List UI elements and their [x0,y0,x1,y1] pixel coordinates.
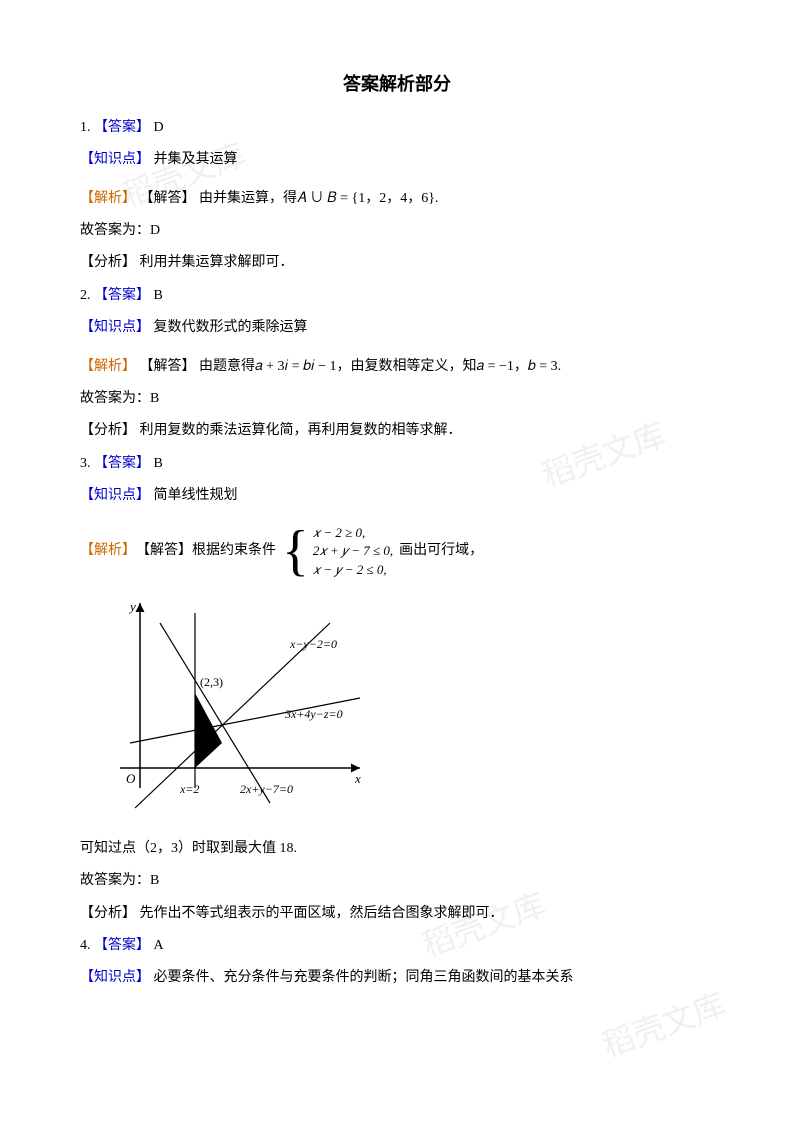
q3-method-line: 【分析】 先作出不等式组表示的平面区域，然后结合图象求解即可． [80,903,714,925]
analysis-label: 【解析】 [80,540,136,562]
q4-number: 4. [80,938,91,953]
constraint-block: { 𝑥 − 2 ≥ 0, 2𝑥 + 𝑦 − 7 ≤ 0, 𝑥 − 𝑦 − 2 ≤… [282,523,393,579]
q2-answer-line: 2. 【答案】 B [80,285,714,307]
q4-answer: A [154,938,164,953]
knowledge-label: 【知识点】 [80,970,150,985]
explain-label: 【解答】 [140,359,196,374]
q3-conclusion: 故答案为：B [80,870,714,892]
watermark: 稻壳文库 [595,980,733,1072]
answer-label: 【答案】 [94,938,150,953]
constraint-1: 𝑥 − 2 ≥ 0, [313,524,393,542]
answer-label: 【答案】 [94,288,150,303]
content-container: 答案解析部分 1. 【答案】 D 【知识点】 并集及其运算 【解析】 【解答】 … [80,70,714,990]
q4-knowledge-line: 【知识点】 必要条件、充分条件与充要条件的判断；同角三角函数间的基本关系 [80,967,714,989]
q1-explain: 由并集运算，得𝐴 ∪ 𝐵 = {1，2，4，6}. [199,191,438,206]
q2-answer: B [154,288,163,303]
q1-knowledge: 并集及其运算 [154,152,238,167]
line3-label: 2x+y−7=0 [240,782,293,796]
q3-max-text: 可知过点（2，3）时取到最大值 18. [80,838,714,860]
graph-svg: O y x (2,3) x−y−2=0 3x+4y−z=0 2x+y−7=0 x… [100,593,380,813]
method-label: 【分析】 [80,906,136,921]
q3-explain-suffix: 画出可行域， [399,540,483,562]
point-label: (2,3) [200,675,223,689]
q3-method: 先作出不等式组表示的平面区域，然后结合图象求解即可． [140,906,504,921]
line2-label: 3x+4y−z=0 [284,707,343,721]
knowledge-label: 【知识点】 [80,488,150,503]
q2-conclusion: 故答案为：B [80,388,714,410]
answer-label: 【答案】 [94,120,150,135]
q2-knowledge-line: 【知识点】 复数代数形式的乘除运算 [80,317,714,339]
constraint-2: 2𝑥 + 𝑦 − 7 ≤ 0, [313,542,393,560]
origin-label: O [126,771,136,786]
q1-method-line: 【分析】 利用并集运算求解即可． [80,252,714,274]
q3-knowledge: 简单线性规划 [154,488,238,503]
q1-conclusion: 故答案为：D [80,220,714,242]
q2-explain: 由题意得𝑎 + 3𝑖 = 𝑏𝑖 − 1，由复数相等定义，知𝑎 = −1，𝑏 = … [199,359,561,374]
q1-number: 1. [80,120,91,135]
knowledge-label: 【知识点】 [80,152,150,167]
q1-analysis-line: 【解析】 【解答】 由并集运算，得𝐴 ∪ 𝐵 = {1，2，4，6}. [80,188,714,210]
analysis-label: 【解析】 [80,191,136,206]
analysis-label: 【解析】 [80,359,136,374]
knowledge-label: 【知识点】 [80,320,150,335]
q3-answer: B [154,456,163,471]
explain-label: 【解答】 [136,540,192,562]
q3-answer-line: 3. 【答案】 B [80,453,714,475]
feasible-region-graph: O y x (2,3) x−y−2=0 3x+4y−z=0 2x+y−7=0 x… [100,593,714,821]
q1-method: 利用并集运算求解即可． [140,255,294,270]
line1-label: x−y−2=0 [289,637,337,651]
q1-answer: D [154,120,164,135]
method-label: 【分析】 [80,255,136,270]
q3-analysis-line: 【解析】 【解答】 根据约束条件 { 𝑥 − 2 ≥ 0, 2𝑥 + 𝑦 − 7… [80,523,714,579]
explain-label: 【解答】 [140,191,196,206]
q2-number: 2. [80,288,91,303]
method-label: 【分析】 [80,423,136,438]
q2-method-line: 【分析】 利用复数的乘法运算化简，再利用复数的相等求解． [80,420,714,442]
q4-answer-line: 4. 【答案】 A [80,935,714,957]
q2-method: 利用复数的乘法运算化简，再利用复数的相等求解． [140,423,462,438]
q3-number: 3. [80,456,91,471]
q3-knowledge-line: 【知识点】 简单线性规划 [80,485,714,507]
y-axis-label: y [128,599,136,614]
page-title: 答案解析部分 [80,70,714,99]
q2-analysis-line: 【解析】 【解答】 由题意得𝑎 + 3𝑖 = 𝑏𝑖 − 1，由复数相等定义，知𝑎… [80,356,714,378]
q2-knowledge: 复数代数形式的乘除运算 [154,320,308,335]
line4-label: x=2 [179,782,199,796]
x-axis-label: x [354,771,361,786]
q1-answer-line: 1. 【答案】 D [80,117,714,139]
answer-label: 【答案】 [94,456,150,471]
brace-icon: { [282,523,309,579]
constraint-3: 𝑥 − 𝑦 − 2 ≤ 0, [313,561,393,579]
q1-knowledge-line: 【知识点】 并集及其运算 [80,149,714,171]
constraint-lines: 𝑥 − 2 ≥ 0, 2𝑥 + 𝑦 − 7 ≤ 0, 𝑥 − 𝑦 − 2 ≤ 0… [313,524,393,579]
q3-explain-prefix: 根据约束条件 [192,540,276,562]
q4-knowledge: 必要条件、充分条件与充要条件的判断；同角三角函数间的基本关系 [154,970,574,985]
